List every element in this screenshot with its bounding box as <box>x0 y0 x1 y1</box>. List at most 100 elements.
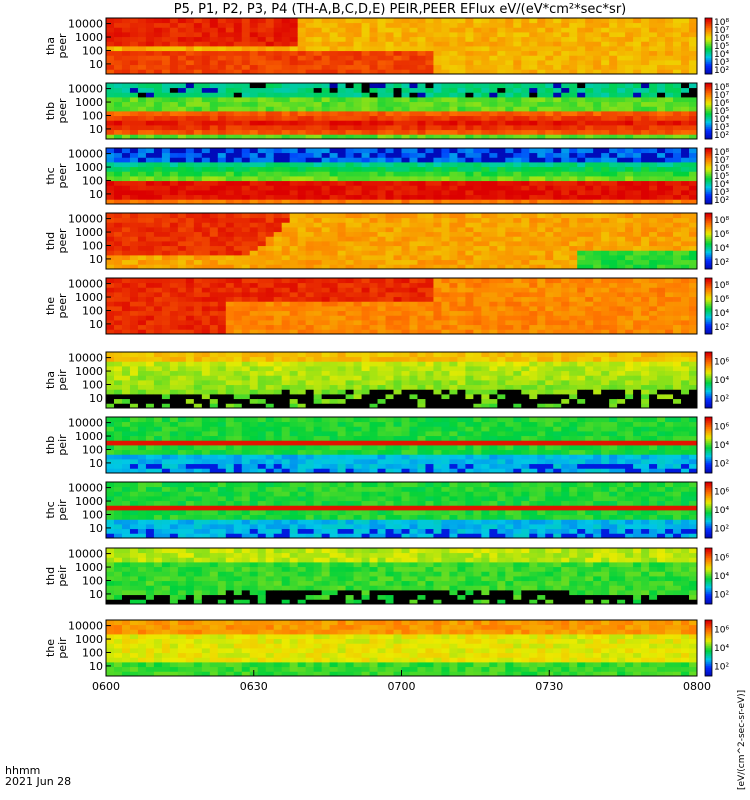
heatmap-cell <box>505 222 514 228</box>
heatmap-cell <box>337 324 346 330</box>
heatmap-cell <box>393 329 402 335</box>
heatmap-cell <box>625 106 634 112</box>
heatmap-cell <box>249 41 259 47</box>
heatmap-cell <box>233 324 243 330</box>
heatmap-cell <box>257 352 267 358</box>
heatmap-cell <box>593 60 602 66</box>
heatmap-cell <box>121 375 131 381</box>
heatmap-cell <box>649 310 658 316</box>
heatmap-cell <box>633 222 642 228</box>
heatmap-cell <box>529 27 538 33</box>
heatmap-cell <box>337 199 346 205</box>
heatmap-cell <box>241 97 251 103</box>
heatmap-cell <box>441 87 450 93</box>
heatmap-cell <box>241 157 251 163</box>
heatmap-cell <box>217 87 227 93</box>
heatmap-cell <box>625 55 634 61</box>
heatmap-cell <box>185 366 195 372</box>
heatmap-cell <box>225 134 235 140</box>
heatmap-cell <box>129 199 139 205</box>
heatmap-cell <box>657 64 666 70</box>
heatmap-cell <box>673 120 682 126</box>
heatmap-cell <box>401 115 410 121</box>
heatmap-cell <box>353 320 362 326</box>
heatmap-cell <box>377 324 386 330</box>
heatmap-cell <box>553 46 562 52</box>
heatmap-cell <box>457 64 466 70</box>
heatmap-cell <box>305 398 315 404</box>
heatmap-cell <box>641 36 650 42</box>
heatmap-cell <box>106 222 115 228</box>
heatmap-cell <box>617 22 626 28</box>
heatmap-cell <box>505 194 514 200</box>
heatmap-cell <box>145 106 155 112</box>
heatmap-cell <box>161 134 171 140</box>
heatmap-cell <box>665 162 674 168</box>
heatmap-cell <box>489 259 498 265</box>
heatmap-cell <box>489 171 498 177</box>
heatmap-cell <box>537 60 546 66</box>
heatmap-cell <box>513 152 522 158</box>
colorbar-segment <box>705 278 712 281</box>
heatmap-cell <box>169 356 179 362</box>
heatmap-cell <box>297 306 307 312</box>
heatmap-cell <box>249 69 259 75</box>
heatmap-cell <box>601 231 610 237</box>
colorbar-tick-label: 10² <box>714 131 729 141</box>
heatmap-cell <box>201 282 211 288</box>
heatmap-cell <box>313 152 323 158</box>
heatmap-cell <box>297 83 307 89</box>
heatmap-cell <box>417 180 426 186</box>
heatmap-cell <box>681 111 690 117</box>
heatmap-cell <box>305 320 315 326</box>
heatmap-cell <box>161 120 171 126</box>
heatmap-cell <box>241 60 251 66</box>
heatmap-cell <box>449 162 458 168</box>
heatmap-cell <box>113 41 123 47</box>
heatmap-cell <box>313 180 323 186</box>
heatmap-cell <box>137 194 147 200</box>
heatmap-cell <box>545 50 554 56</box>
heatmap-cell <box>617 241 626 247</box>
colorbar-segment <box>705 38 712 41</box>
heatmap-cell <box>169 315 179 321</box>
colorbar-segment <box>705 137 712 140</box>
heatmap-cell <box>633 41 642 47</box>
heatmap-cell <box>217 370 227 376</box>
heatmap-cell <box>521 46 530 52</box>
heatmap-cell <box>457 115 466 121</box>
panel-frame <box>105 277 698 335</box>
heatmap-cell <box>209 255 219 261</box>
heatmap-cell <box>489 250 498 256</box>
heatmap-cell <box>665 129 674 135</box>
heatmap-cell <box>633 217 642 223</box>
heatmap-cell <box>433 50 442 56</box>
heatmap-cell <box>377 27 386 33</box>
heatmap-cell <box>481 292 490 298</box>
heatmap-cell <box>289 222 299 228</box>
colorbar-tick-label: 10⁶ <box>714 295 729 305</box>
heatmap-cell <box>625 292 634 298</box>
heatmap-cell <box>585 162 594 168</box>
colorbar-segment <box>705 231 712 234</box>
heatmap-cell <box>641 69 650 75</box>
heatmap-cell <box>409 83 418 89</box>
heatmap-cell <box>345 55 354 61</box>
heatmap-cell <box>513 306 522 312</box>
heatmap-cell <box>169 213 179 219</box>
heatmap-cell <box>161 199 171 205</box>
heatmap-cell <box>441 152 450 158</box>
heatmap-cell <box>449 60 458 66</box>
heatmap-cell <box>633 152 642 158</box>
heatmap-cell <box>361 264 370 270</box>
heatmap-cell <box>273 384 283 390</box>
heatmap-cell <box>457 134 466 140</box>
heatmap-cell <box>513 264 522 270</box>
heatmap-cell <box>641 27 650 33</box>
heatmap-cell <box>633 120 642 126</box>
heatmap-cell <box>337 50 346 56</box>
heatmap-cell <box>345 152 354 158</box>
heatmap-cell <box>409 36 418 42</box>
heatmap-cell <box>249 301 259 307</box>
heatmap-cell <box>545 171 554 177</box>
